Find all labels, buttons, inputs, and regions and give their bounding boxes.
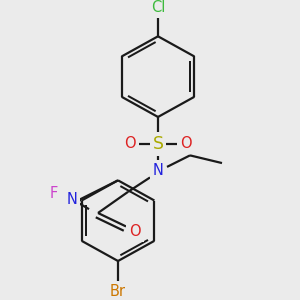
Text: N: N	[67, 192, 77, 207]
Text: N: N	[153, 163, 164, 178]
Text: Cl: Cl	[151, 0, 165, 15]
Text: Br: Br	[110, 284, 126, 299]
Text: F: F	[50, 186, 58, 201]
Text: O: O	[129, 224, 141, 239]
Text: H: H	[52, 189, 62, 202]
Text: O: O	[124, 136, 136, 152]
Text: O: O	[180, 136, 192, 152]
Text: S: S	[152, 135, 164, 153]
